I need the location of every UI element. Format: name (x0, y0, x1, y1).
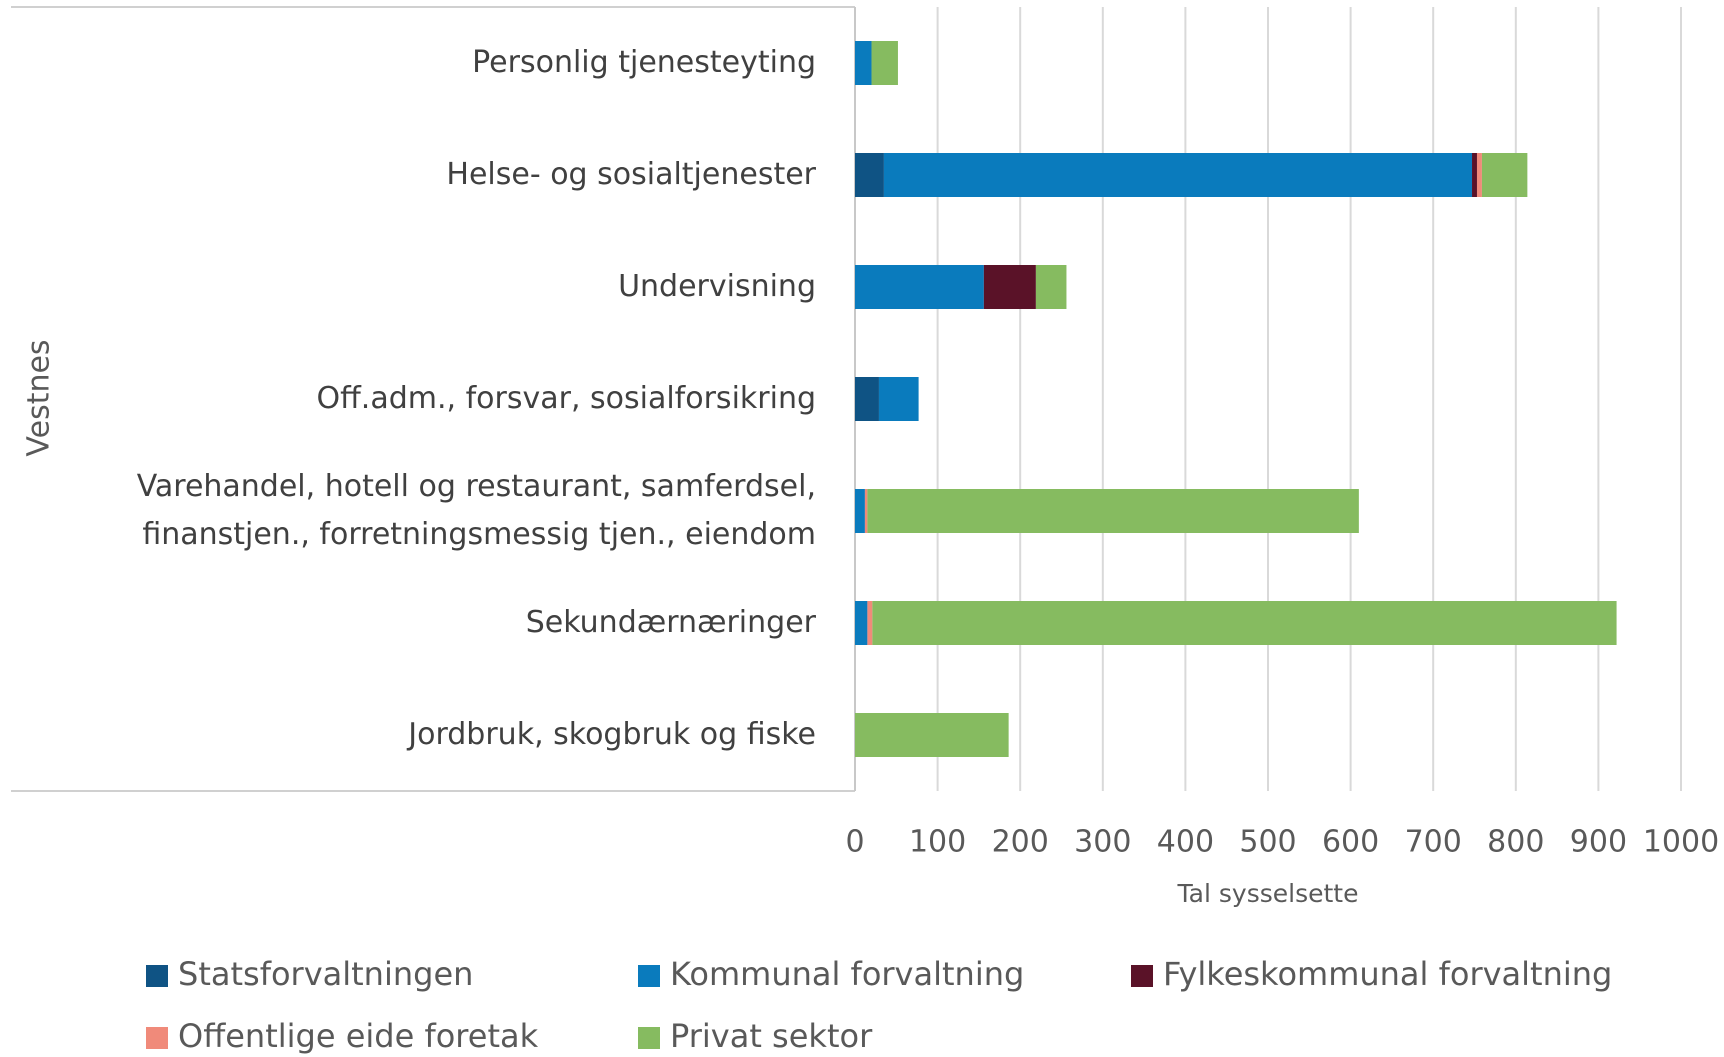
bar-segment (855, 489, 865, 533)
bar-segment (867, 601, 873, 645)
x-tick-label: 300 (1074, 825, 1131, 860)
bar-segment (1472, 153, 1477, 197)
bar-segment (855, 377, 879, 421)
x-tick-label: 0 (845, 825, 864, 860)
x-tick-label: 600 (1322, 825, 1379, 860)
bar-segment (1035, 265, 1067, 309)
bar-segment (1476, 153, 1482, 197)
x-tick-label: 500 (1239, 825, 1296, 860)
bar-segment (983, 265, 1036, 309)
x-tick-label: 200 (992, 825, 1049, 860)
y-tick-label: Sekundærnæringer (525, 605, 816, 640)
x-tick-label: 800 (1487, 825, 1544, 860)
bar-segment (867, 489, 1359, 533)
x-tick-label: 900 (1570, 825, 1627, 860)
x-axis-label: Tal sysselsette (1177, 879, 1359, 908)
bar-segment (872, 601, 1617, 645)
bar-segment (864, 489, 868, 533)
x-tick-label: 1000 (1643, 825, 1719, 860)
legend-label: Statsforvaltningen (178, 955, 473, 993)
y-tick-label: Jordbruk, skogbruk og fiske (408, 717, 816, 752)
bar-segment (855, 601, 868, 645)
legend-swatch (146, 1027, 168, 1049)
legend-label: Offentlige eide foretak (178, 1017, 539, 1055)
legend-label: Fylkeskommunal forvaltning (1163, 955, 1612, 993)
bar-segment (855, 153, 884, 197)
bar-segment (855, 265, 984, 309)
legend-swatch (146, 965, 168, 987)
x-tick-label: 100 (909, 825, 966, 860)
legend-swatch (638, 965, 660, 987)
legend-swatch (638, 1027, 660, 1049)
legend-swatch (1131, 965, 1153, 987)
y-tick-label: Undervisning (618, 269, 816, 304)
legend-label: Privat sektor (670, 1017, 873, 1055)
y-tick-label: Off.adm., forsvar, sosialforsikring (316, 381, 816, 416)
x-tick-label: 400 (1157, 825, 1214, 860)
legend-label: Kommunal forvaltning (670, 955, 1024, 993)
bar-segment (855, 41, 872, 85)
y-tick-label: Helse- og sosialtjenester (446, 157, 816, 192)
bar-segment (871, 41, 898, 85)
y-tick-label: Personlig tjenesteyting (472, 45, 816, 80)
y-axis-label: Vestnes (22, 339, 57, 456)
bar-segment (855, 713, 1009, 757)
bar-segment (1481, 153, 1528, 197)
x-tick-label: 700 (1405, 825, 1462, 860)
bar-segment (883, 153, 1473, 197)
bar-segment (878, 377, 919, 421)
y-tick-label: Varehandel, hotell og restaurant, samfer… (136, 469, 816, 552)
